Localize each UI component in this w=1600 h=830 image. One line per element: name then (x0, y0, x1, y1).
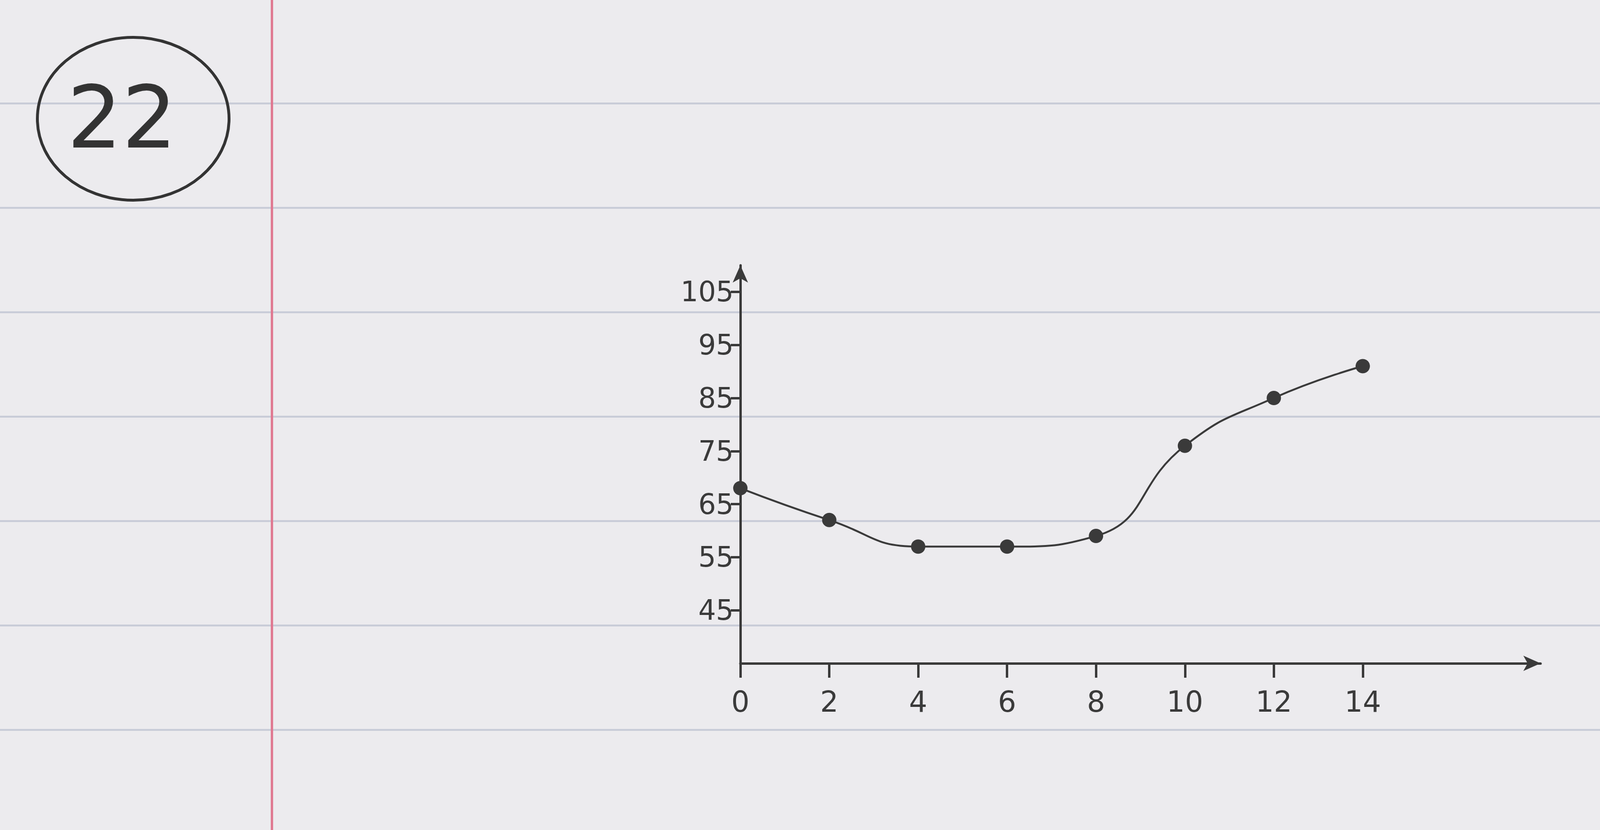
svg-text:55: 55 (698, 541, 734, 574)
svg-text:45: 45 (698, 594, 734, 627)
svg-text:95: 95 (698, 328, 734, 362)
svg-text:65: 65 (698, 488, 734, 521)
svg-text:75: 75 (698, 435, 734, 468)
svg-text:8: 8 (1086, 685, 1106, 719)
svg-text:14: 14 (1344, 685, 1382, 719)
svg-text:10: 10 (1166, 685, 1204, 719)
svg-text:85: 85 (698, 381, 734, 415)
svg-text:22: 22 (67, 67, 177, 168)
svg-text:0: 0 (731, 685, 750, 719)
svg-text:4: 4 (909, 685, 928, 719)
svg-text:6: 6 (998, 685, 1017, 719)
svg-text:12: 12 (1255, 685, 1292, 719)
svg-text:2: 2 (819, 685, 839, 719)
svg-text:105: 105 (680, 275, 734, 309)
